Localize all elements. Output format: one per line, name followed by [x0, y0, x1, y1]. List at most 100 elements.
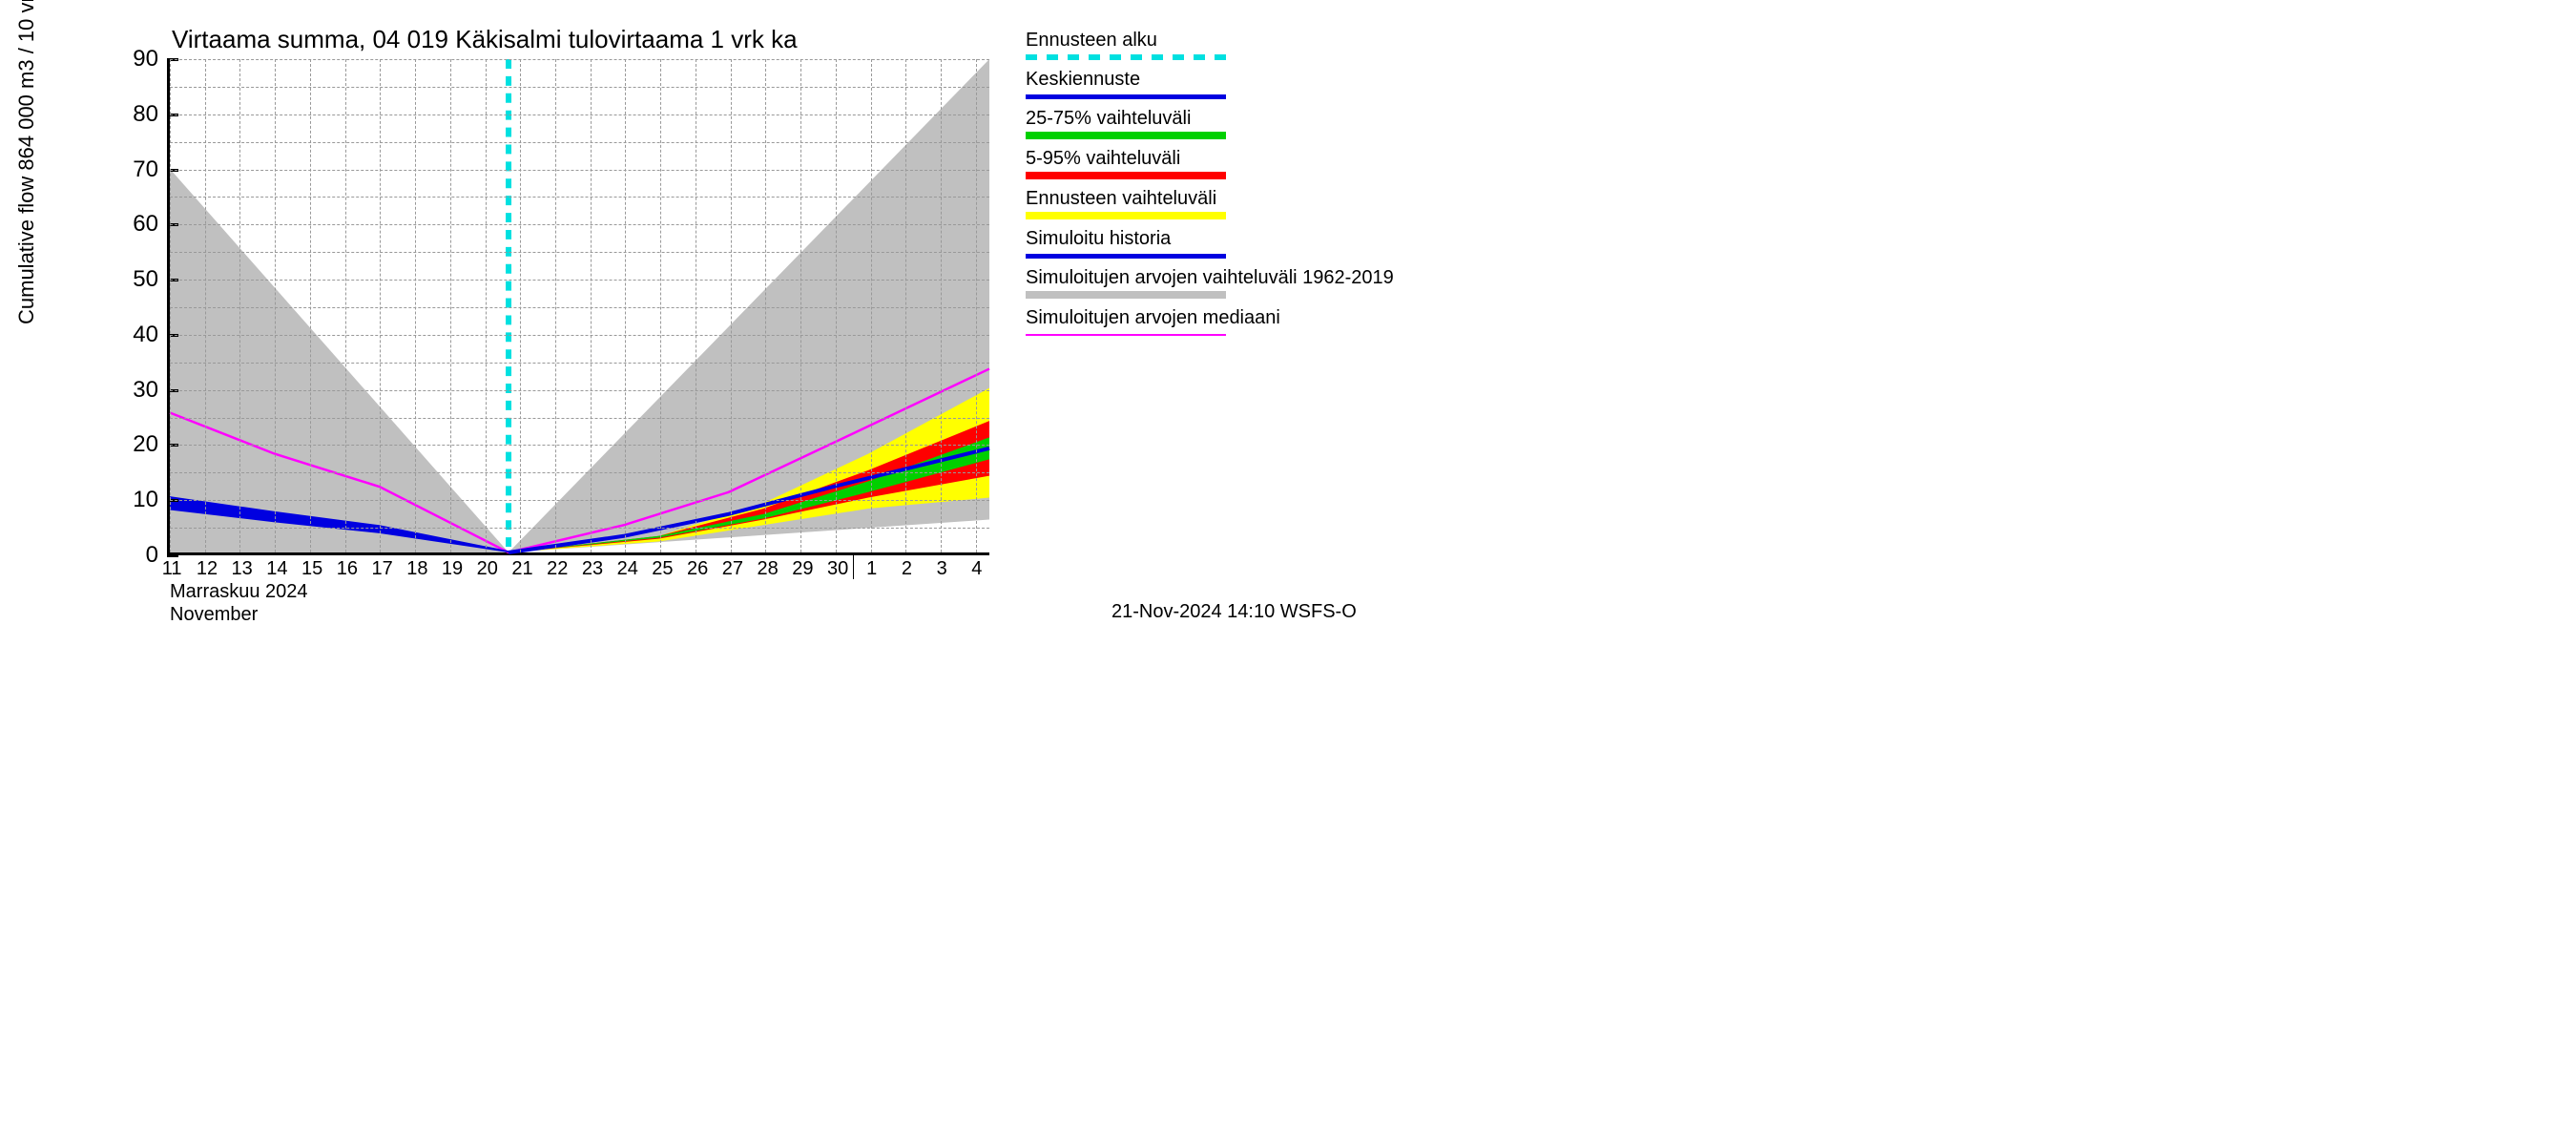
y-tick-label: 80 — [133, 101, 158, 128]
x-tick-label: 23 — [582, 558, 603, 580]
gridline-v — [871, 59, 872, 552]
gridline-h — [170, 114, 989, 115]
x-tick-label: 22 — [547, 558, 568, 580]
y-tick-label: 10 — [133, 487, 158, 513]
x-tick-label: 11 — [162, 558, 182, 580]
y-tick-label: 60 — [133, 211, 158, 238]
legend-label: 5-95% vaihteluväli — [1026, 147, 1407, 170]
gridline-h — [170, 59, 989, 60]
x-tick-label: 15 — [301, 558, 322, 580]
gridline-v — [486, 59, 487, 552]
x-tick-label: 3 — [937, 558, 947, 580]
y-tick-label: 20 — [133, 431, 158, 458]
gridline-v — [205, 59, 206, 552]
x-tick-label: 1 — [866, 558, 877, 580]
x-tick-label: 2 — [902, 558, 912, 580]
x-tick-label: 18 — [406, 558, 427, 580]
legend-swatch — [1026, 334, 1226, 336]
gridline-v — [345, 59, 346, 552]
gridline-v — [800, 59, 801, 552]
gridline-v — [310, 59, 311, 552]
gridline-v — [976, 59, 977, 552]
legend-label: Simuloitujen arvojen mediaani — [1026, 306, 1407, 329]
x-tick-label: 29 — [792, 558, 813, 580]
gridline-v — [905, 59, 906, 552]
x-tick-label: 26 — [687, 558, 708, 580]
x-tick-label: 13 — [232, 558, 253, 580]
x-tick-label: 25 — [652, 558, 673, 580]
chart-title: Virtaama summa, 04 019 Käkisalmi tulovir… — [172, 25, 798, 54]
legend-swatch — [1026, 254, 1226, 259]
gridline-v — [555, 59, 556, 552]
x-tick-label: 17 — [371, 558, 392, 580]
y-axis-label: Cumulative flow 864 000 m3 / 10 vrky — [14, 0, 39, 324]
gridline-h — [170, 224, 989, 225]
y-tick-label: 40 — [133, 322, 158, 348]
x-tick-label: 19 — [442, 558, 463, 580]
month-label-en: November — [170, 604, 258, 626]
legend-label: Ennusteen alku — [1026, 29, 1407, 52]
gridline-h — [170, 445, 989, 446]
plot-svg — [170, 59, 989, 552]
month-label-fi: Marraskuu 2024 — [170, 581, 308, 603]
month-divider — [853, 552, 854, 579]
plot-area: 0102030405060708090111213141516171819202… — [167, 59, 989, 555]
legend-item: Ennusteen alku — [1026, 29, 1407, 60]
gridline-v — [450, 59, 451, 552]
gridline-v — [625, 59, 626, 552]
x-tick-label: 21 — [511, 558, 532, 580]
gridline-v — [731, 59, 732, 552]
gridline-v — [836, 59, 837, 552]
gridline-h — [170, 390, 989, 391]
y-tick-label: 70 — [133, 156, 158, 183]
gridline-v — [660, 59, 661, 552]
gridline-v — [170, 59, 171, 552]
x-tick-label: 24 — [617, 558, 638, 580]
legend-item: Simuloitujen arvojen mediaani — [1026, 306, 1407, 336]
x-tick-label: 30 — [827, 558, 848, 580]
gridline-v — [591, 59, 592, 552]
legend-swatch — [1026, 212, 1226, 219]
legend-label: Simuloitujen arvojen vaihteluväli 1962-2… — [1026, 266, 1407, 289]
gridline-v — [520, 59, 521, 552]
legend-label: Simuloitu historia — [1026, 227, 1407, 250]
x-tick-label: 14 — [266, 558, 287, 580]
legend-item: Simuloitujen arvojen vaihteluväli 1962-2… — [1026, 266, 1407, 299]
legend-item: 25-75% vaihteluväli — [1026, 107, 1407, 139]
y-tick-label: 0 — [146, 542, 158, 569]
x-tick-label: 4 — [971, 558, 982, 580]
gridline-h — [170, 170, 989, 171]
legend-swatch — [1026, 94, 1226, 99]
gridline-v — [380, 59, 381, 552]
gridline-v — [275, 59, 276, 552]
legend-swatch — [1026, 291, 1226, 299]
legend-swatch — [1026, 172, 1226, 179]
gridline-v — [765, 59, 766, 552]
gridline-h — [170, 500, 989, 501]
x-tick-label: 27 — [722, 558, 743, 580]
x-tick-label: 28 — [757, 558, 778, 580]
legend-item: Ennusteen vaihteluväli — [1026, 187, 1407, 219]
gridline-v — [239, 59, 240, 552]
legend-label: Ennusteen vaihteluväli — [1026, 187, 1407, 210]
x-tick-label: 20 — [477, 558, 498, 580]
gridline-v — [941, 59, 942, 552]
legend-item: 5-95% vaihteluväli — [1026, 147, 1407, 179]
legend: Ennusteen alku Keskiennuste 25-75% vaihtel… — [1026, 29, 1407, 344]
gridline-v — [415, 59, 416, 552]
gridline-h — [170, 280, 989, 281]
legend-item: Simuloitu historia — [1026, 227, 1407, 259]
gridline-h — [170, 335, 989, 336]
legend-label: 25-75% vaihteluväli — [1026, 107, 1407, 130]
y-tick-label: 90 — [133, 46, 158, 73]
legend-item: Keskiennuste — [1026, 68, 1407, 99]
x-tick-label: 12 — [197, 558, 218, 580]
y-tick-label: 50 — [133, 266, 158, 293]
legend-swatch — [1026, 54, 1226, 60]
x-tick-label: 16 — [337, 558, 358, 580]
legend-label: Keskiennuste — [1026, 68, 1407, 91]
y-tick-label: 30 — [133, 377, 158, 404]
footer-timestamp: 21-Nov-2024 14:10 WSFS-O — [1111, 601, 1357, 623]
chart-container: Virtaama summa, 04 019 Käkisalmi tulovir… — [0, 0, 1431, 636]
legend-swatch — [1026, 132, 1226, 139]
